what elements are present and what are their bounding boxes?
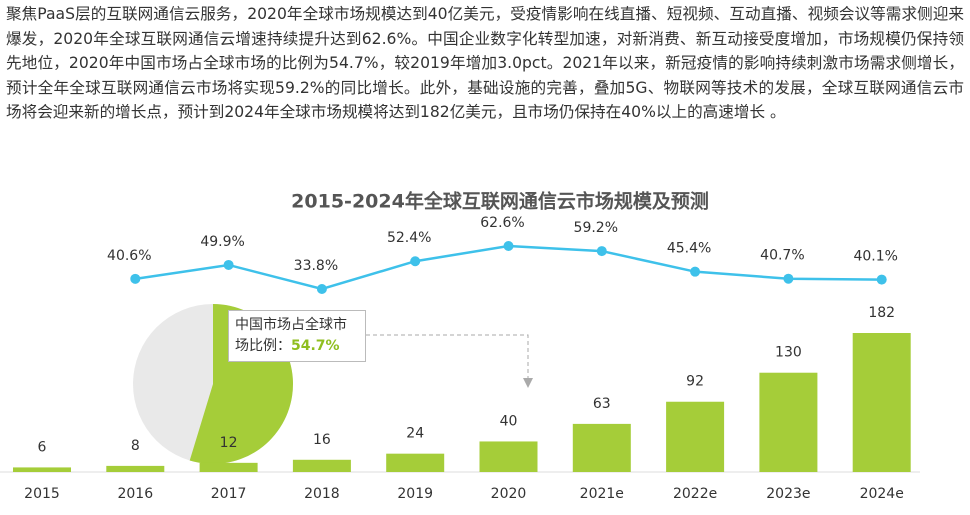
bar-label: 16 [313, 432, 331, 448]
x-tick-label: 2017 [211, 486, 247, 502]
growth-point [690, 266, 701, 277]
bar [106, 465, 165, 472]
x-tick-label: 2018 [304, 486, 340, 502]
growth-point [410, 256, 421, 267]
annotation-label: 中国市场占全球市场比例： [235, 317, 347, 354]
growth-label: 40.7% [760, 248, 804, 264]
growth-label: 33.8% [294, 258, 338, 274]
growth-point [596, 246, 607, 257]
paragraph: 聚焦PaaS层的互联网通信云服务，2020年全球市场规模达到40亿美元，受疫情影… [6, 5, 964, 122]
annotation: 中国市场占全球市场比例：54.7% [228, 310, 366, 362]
growth-point [223, 259, 234, 270]
x-tick-label: 2020 [491, 486, 527, 502]
x-tick-label: 2022e [673, 486, 717, 502]
growth-label: 52.4% [387, 230, 431, 246]
bar [386, 453, 445, 472]
bar [852, 333, 911, 472]
bar-label: 8 [131, 438, 140, 454]
bar-label: 130 [775, 345, 802, 361]
bar-label: 6 [38, 439, 47, 455]
bar-label: 24 [406, 426, 424, 442]
bar-label: 40 [500, 413, 518, 429]
growth-point [783, 273, 794, 284]
growth-point [130, 273, 141, 284]
x-tick-label: 2023e [766, 486, 810, 502]
bar [199, 462, 258, 472]
growth-label: 59.2% [574, 220, 618, 236]
bar [292, 459, 351, 472]
growth-point [876, 274, 887, 285]
growth-label: 49.9% [200, 234, 244, 250]
growth-point [316, 284, 327, 294]
bar-label: 12 [220, 435, 238, 451]
bar-label: 182 [868, 305, 895, 321]
growth-label: 45.4% [667, 241, 711, 257]
growth-label: 40.6% [107, 248, 151, 264]
x-tick-label: 2016 [117, 486, 153, 502]
growth-label: 62.6% [480, 215, 524, 231]
arrow-head [523, 378, 533, 388]
arrow-line [366, 334, 529, 382]
x-tick-label: 2024e [860, 486, 904, 502]
bar [13, 467, 71, 472]
annotation-value: 54.7% [291, 338, 340, 354]
x-tick-label: 2019 [397, 486, 433, 502]
bar [666, 401, 725, 472]
chart-title: 2015-2024年全球互联网通信云市场规模及预测 [291, 190, 709, 213]
x-tick-label: 2015 [24, 486, 60, 502]
growth-point [503, 241, 514, 251]
bar-label: 63 [593, 396, 611, 412]
bar [572, 423, 631, 472]
x-tick-label: 2021e [580, 486, 624, 502]
growth-label: 40.1% [853, 249, 897, 265]
bar-label: 92 [686, 374, 704, 390]
bar [759, 372, 818, 472]
bar [479, 441, 538, 472]
